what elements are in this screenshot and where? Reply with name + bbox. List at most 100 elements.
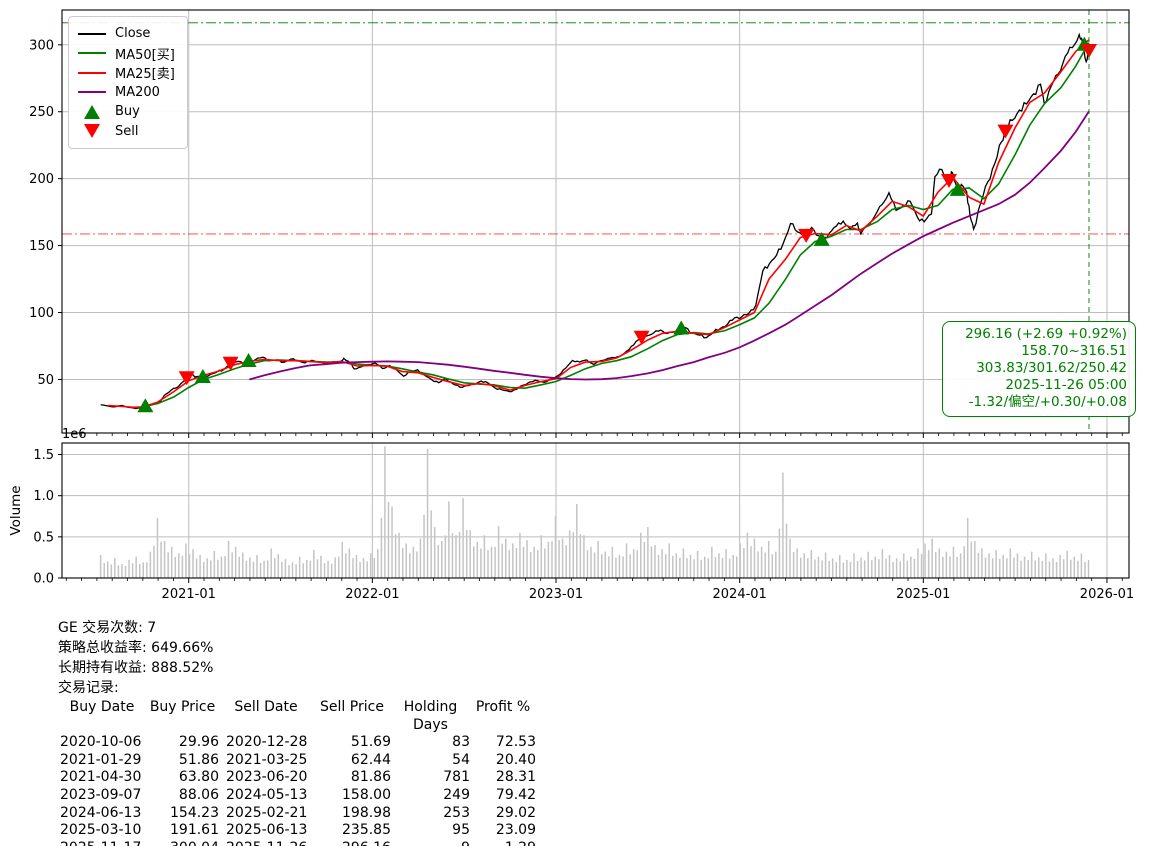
sell-marker-icon [997,124,1014,139]
trade-table-header-cell: Holding Days [403,699,458,733]
table-row: 2023-09-07 88.06 2024-05-13 158.00 249 79.42 [58,787,536,805]
trade-table-cell: 2021-03-25 [226,751,308,768]
buy-marker-icon [673,320,690,335]
legend-item-buy: Buy [78,102,175,122]
trade-table-cell: 72.53 [495,734,536,751]
sell-triangle-icon [84,124,100,139]
trade-records-table: Buy Date Buy Price Sell Date Sell Price Hold… [58,699,536,846]
legend-label: Close [115,26,151,42]
buy-marker-icon [240,352,257,367]
legend-item-close: Close [78,24,175,44]
trade-table-cell: 2023-09-07 [60,786,142,803]
sell-marker-icon [941,174,958,189]
table-row: 2020-10-06 29.96 2020-12-28 51.69 83 72.53 [58,734,536,752]
table-row: 2024-06-13 154.23 2025-02-21 198.98 253 29.02 [58,805,536,823]
trade-table-cell: 2021-04-30 [60,769,142,786]
trade-table-header-cell: Sell Price [320,699,384,715]
buy-marker-icon [137,398,154,413]
legend-item-sell: Sell [78,122,175,142]
legend-label: Buy [115,104,140,120]
svg-text:150: 150 [29,239,54,254]
line-swatch-icon [78,52,106,55]
trade-table-cell: 191.61 [170,822,219,839]
table-row: 2025-11-17300.042025-11-26296.169-1.29 [58,840,536,846]
trade-table-cell: 2024-06-13 [60,804,142,821]
trade-table-cell: 235.85 [342,822,391,839]
trade-table-cell: 2020-10-06 [60,734,142,751]
strategy-return-line: 策略总收益率: 649.66% [58,640,214,656]
trade-table-cell: 2023-06-20 [226,769,308,786]
trade-table-cell: 296.16 [313,840,391,846]
trade-table-cell: 249 [443,786,470,803]
axis-ticks-and-labels: 50 100 150 200 250 300 0.0 0.5 1.0 1.5 2021-01 2022… [8,38,1134,602]
sell-marker-icon [633,330,650,345]
volume-axis-label: Volume [8,485,24,535]
series-ma200 [249,110,1090,381]
legend-line-swatch [78,32,106,35]
trade-table-cell: 29.02 [495,804,536,821]
svg-text:200: 200 [29,172,54,187]
trade-table-cell: 51.69 [350,734,391,751]
info-box-line: -1.32/偏空/+0.30/+0.08 [968,394,1127,410]
buy-marker-icon [194,368,211,383]
trade-table-cell: 83 [452,734,470,751]
svg-text:1.5: 1.5 [33,448,54,463]
trade-table-cell: 9 [391,840,470,846]
reference-lines [62,22,1129,235]
trade-table-cell: 2025-03-10 [60,822,142,839]
price-info-box: 296.16 (+2.69 +0.92%) 158.70~316.51 303.83… [942,321,1136,417]
trade-table-cell: 781 [443,769,470,786]
trade-table-cell: 2024-05-13 [226,786,308,803]
trade-table-cell: 20.40 [495,751,536,768]
svg-text:0.0: 0.0 [33,572,54,587]
trade-table-cell: 300.04 [146,840,219,846]
svg-text:2025-01: 2025-01 [896,587,950,602]
trade-table-cell: 253 [443,804,470,821]
info-box-line: 158.70~316.51 [1021,343,1127,359]
trade-table-cell: 63.80 [178,769,219,786]
stock-chart-canvas: 50 100 150 200 250 300 0.0 0.5 1.0 1.5 2021-01 2022… [8,9,1134,602]
trade-table-header: Buy Date Buy Price Sell Date Sell Price Hold… [58,699,536,734]
trade-count-line: GE 交易次数: 7 [58,620,157,636]
line-swatch-icon [78,32,106,35]
trade-table-cell: 54 [452,751,470,768]
gridlines [62,10,1129,579]
hold-return-line: 长期持有收益: 888.52% [58,660,214,676]
svg-text:1.0: 1.0 [33,489,54,504]
trade-summary-block: GE 交易次数: 7 策略总收益率: 649.66% 长期持有收益: 888.5… [58,618,536,846]
svg-text:2023-01: 2023-01 [529,587,583,602]
buy-marker-icon [949,181,966,196]
trade-table-cell: 29.96 [178,734,219,751]
trade-table-cell: -1.29 [470,840,536,846]
legend-label: MA50[买] [115,47,175,63]
buy-triangle-icon [84,104,100,119]
legend-label: Sell [115,123,139,139]
table-row: 2025-03-10 191.61 2025-06-13 235.85 95 23.09 [58,822,536,840]
svg-text:0.5: 0.5 [33,530,54,545]
trade-table-cell: 28.31 [495,769,536,786]
price-panel-border [61,9,1130,434]
buy-marker-icon [813,231,830,246]
trade-table-cell: 2025-11-26 [219,840,313,846]
trade-table-cell: 2020-12-28 [226,734,308,751]
trade-table-cell: 95 [452,822,470,839]
trade-table-cell: 154.23 [170,804,219,821]
line-swatch-icon [78,91,106,94]
trade-table-cell: 198.98 [342,804,391,821]
svg-text:100: 100 [29,306,54,321]
trade-table-header-cell: Buy Date [69,699,135,715]
svg-text:2024-01: 2024-01 [713,587,767,602]
legend-item-ma200: MA200 [78,83,175,103]
svg-text:300: 300 [29,38,54,53]
trade-table-cell: 2021-01-29 [60,751,142,768]
volume-panel-border [61,442,1130,579]
trade-table-cell: 79.42 [495,786,536,803]
trade-table-cell: 51.86 [178,751,219,768]
trade-table-cell: 2025-11-17 [58,840,146,846]
trade-table-cell: 23.09 [495,822,536,839]
svg-text:2022-01: 2022-01 [345,587,399,602]
series-close [100,32,1090,410]
trade-table-cell: 2025-06-13 [226,822,308,839]
info-box-line: 2025-11-26 05:00 [1005,377,1127,393]
